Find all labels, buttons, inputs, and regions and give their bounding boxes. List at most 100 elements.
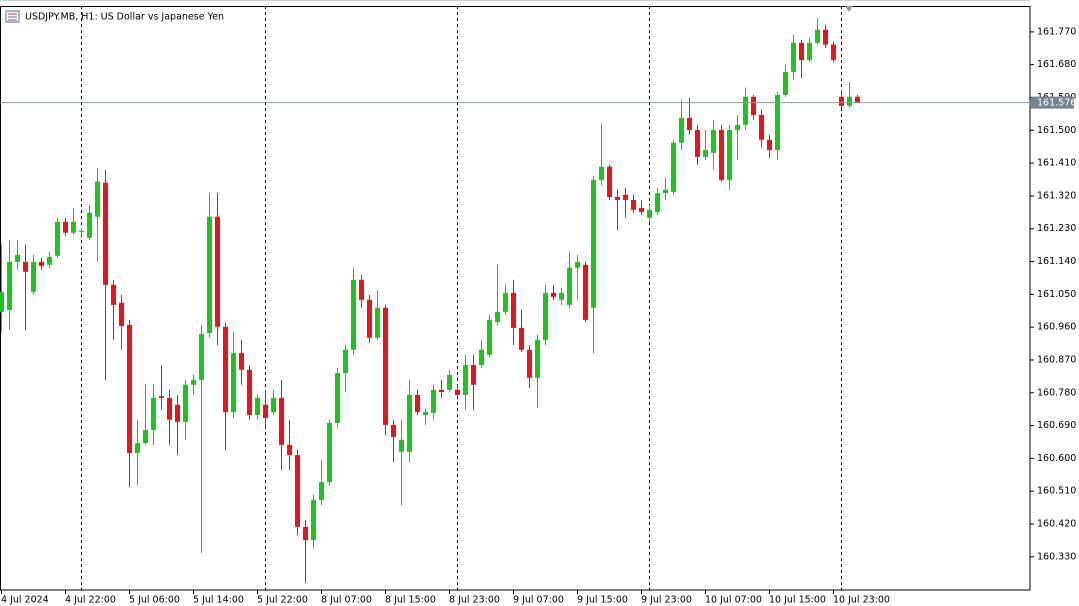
chart-title: USDJPY.MB, H1: US Dollar vs Japanese Yen: [25, 12, 224, 23]
candle-body: [95, 181, 100, 217]
candle-body: [839, 96, 844, 106]
candle-body: [311, 499, 316, 541]
candle-body: [0, 291, 4, 312]
candle-body: [631, 199, 636, 210]
candle-body: [519, 327, 524, 350]
candle-body: [103, 182, 108, 285]
candle-body: [167, 397, 172, 420]
candle-body: [31, 261, 36, 292]
candle-body: [495, 311, 500, 323]
candle-body: [471, 365, 476, 385]
candle-body: [15, 254, 20, 262]
candle-body: [287, 444, 292, 456]
x-tick-label: 10 Jul 15:00: [769, 595, 826, 606]
y-tick-label: 161.140: [1037, 256, 1076, 267]
current-price-label: 161.576: [1037, 98, 1076, 109]
candle-body: [727, 129, 732, 180]
candle-body: [127, 324, 132, 453]
candle-body: [743, 96, 748, 125]
candle-body: [319, 482, 324, 500]
candle-body: [791, 42, 796, 72]
candle-body: [263, 404, 268, 418]
candle-body: [511, 292, 516, 328]
y-tick-label: 160.870: [1037, 354, 1076, 365]
candle-body: [415, 394, 420, 413]
candle-body: [695, 129, 700, 157]
candle-body: [63, 221, 68, 233]
x-tick-label: 8 Jul 07:00: [321, 595, 372, 606]
candle-body: [799, 42, 804, 60]
candle-body: [487, 319, 492, 355]
candle-body: [431, 389, 436, 413]
candle-body: [255, 397, 260, 416]
candle-body: [575, 261, 580, 268]
candle-body: [703, 149, 708, 157]
candle-body: [239, 353, 244, 370]
candle-body: [503, 292, 508, 312]
y-tick-label: 160.510: [1037, 486, 1076, 497]
y-tick-label: 161.500: [1037, 125, 1076, 136]
candle-body: [647, 209, 652, 218]
candle-body: [775, 94, 780, 150]
x-tick-label: 9 Jul 15:00: [577, 595, 628, 606]
x-tick-label: 9 Jul 07:00: [513, 595, 564, 606]
candle-body: [247, 369, 252, 416]
candle-body: [191, 380, 196, 385]
candle-body: [135, 443, 140, 453]
candle-body: [295, 455, 300, 527]
candle-body: [535, 339, 540, 378]
candle-body: [279, 397, 284, 445]
candle-body: [335, 373, 340, 424]
candle-body: [143, 429, 148, 444]
candle-body: [55, 221, 60, 256]
x-tick-label: 8 Jul 23:00: [449, 595, 500, 606]
shift-marker: [845, 6, 853, 12]
candle-body: [375, 307, 380, 338]
candle-body: [327, 423, 332, 483]
candle-body: [47, 256, 52, 265]
candle-body: [23, 261, 28, 272]
candle-body: [447, 374, 452, 390]
candle-body: [679, 117, 684, 143]
candle-body: [407, 394, 412, 452]
candle-body: [711, 129, 716, 153]
x-tick-label: 9 Jul 23:00: [641, 595, 692, 606]
candle-body: [343, 349, 348, 374]
y-tick-label: 160.690: [1037, 420, 1076, 431]
x-tick-label: 10 Jul 07:00: [705, 595, 762, 606]
candle-body: [423, 412, 428, 416]
candle-body: [175, 404, 180, 422]
candle-body: [271, 397, 276, 413]
candle-body: [623, 194, 628, 200]
candle-body: [759, 114, 764, 140]
candle-body: [207, 216, 212, 333]
candle-body: [359, 279, 364, 300]
y-tick-label: 160.600: [1037, 453, 1076, 464]
candle-body: [615, 197, 620, 200]
candle-body: [583, 264, 588, 320]
candle-body: [527, 349, 532, 378]
candle-body: [231, 353, 236, 413]
y-tick-label: 160.780: [1037, 387, 1076, 398]
candle-body: [439, 389, 444, 393]
x-tick-label: 8 Jul 15:00: [385, 595, 436, 606]
y-tick-label: 161.680: [1037, 59, 1076, 70]
candle-body: [551, 292, 556, 297]
candle-body: [783, 71, 788, 95]
x-tick-label: 5 Jul 22:00: [257, 595, 308, 606]
candle-body: [687, 117, 692, 130]
candle-body: [303, 526, 308, 541]
candle-body: [599, 166, 604, 180]
y-tick-label: 161.320: [1037, 190, 1076, 201]
candle-body: [767, 139, 772, 150]
candle-body: [159, 396, 164, 398]
candle-body: [7, 261, 12, 311]
candle-body: [823, 29, 828, 45]
candle-body: [663, 189, 668, 194]
y-tick-label: 160.420: [1037, 519, 1076, 530]
x-tick-label: 4 Jul 22:00: [65, 595, 116, 606]
candle-body: [639, 207, 644, 212]
